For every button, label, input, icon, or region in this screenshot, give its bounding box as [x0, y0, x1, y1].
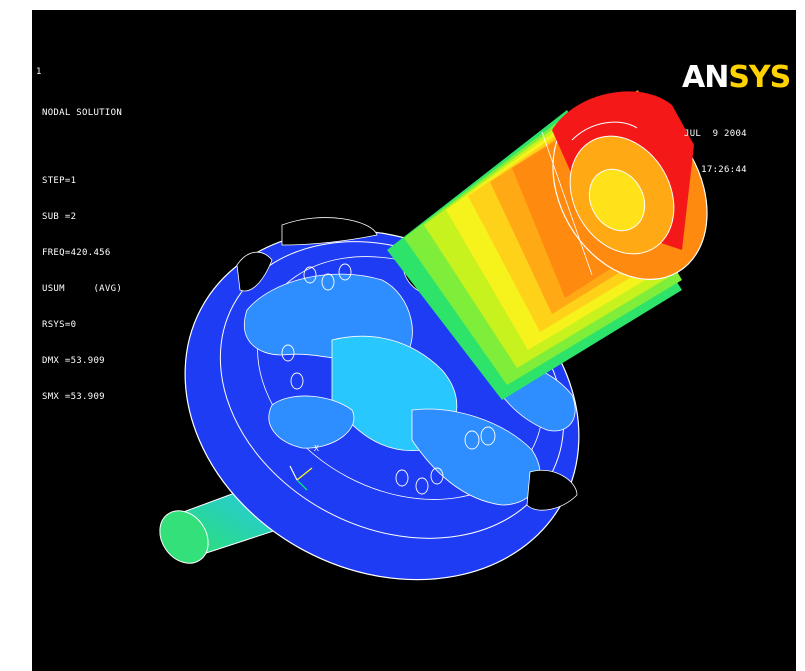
logo-part-2: SYS — [728, 60, 791, 95]
coordinate-triad: X — [289, 444, 319, 491]
timestamp-time: 17:26:44 — [701, 165, 747, 175]
legend-rsys: RSYS=0 — [42, 320, 77, 330]
legend-step: STEP=1 — [42, 176, 77, 186]
legend-freq: FREQ=420.456 — [42, 248, 111, 258]
legend-usum: USUM (AVG) — [42, 284, 123, 294]
timestamp: JUL 9 2004 17:26:44 — [684, 104, 747, 200]
legend-dmx: DMX =53.909 — [42, 356, 105, 366]
logo-part-1: AN — [682, 60, 729, 95]
timestamp-date: JUL 9 2004 — [684, 129, 747, 139]
ansys-logo: ANSYS — [682, 60, 791, 95]
legend-title: NODAL SOLUTION — [42, 108, 123, 118]
graphics-viewport[interactable]: X 1 NODAL SOLUTION STEP=1 SUB =2 FREQ=42… — [32, 10, 796, 671]
output-shaft-cylinder — [387, 90, 708, 400]
legend-sub: SUB =2 — [42, 212, 77, 222]
solution-legend: NODAL SOLUTION STEP=1 SUB =2 FREQ=420.45… — [42, 83, 122, 427]
svg-text:X: X — [314, 444, 319, 453]
model-render[interactable]: X — [32, 10, 796, 671]
window-number: 1 — [36, 67, 42, 77]
legend-smx: SMX =53.909 — [42, 392, 105, 402]
